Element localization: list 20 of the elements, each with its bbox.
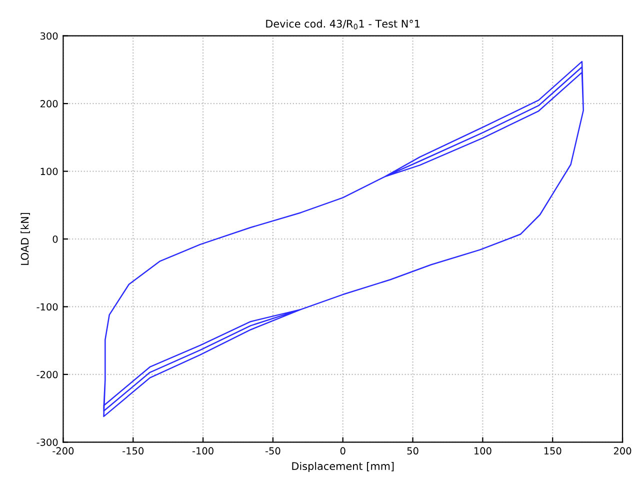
y-tick-label: 200 bbox=[40, 100, 58, 108]
x-tick-label: -100 bbox=[192, 447, 214, 455]
y-tick-label: -200 bbox=[36, 370, 58, 378]
x-tick-label: 200 bbox=[614, 447, 632, 455]
y-tick-label: -100 bbox=[36, 303, 58, 311]
x-tick-label: -200 bbox=[52, 447, 74, 455]
y-tick-label: 0 bbox=[52, 235, 58, 243]
x-tick-label: 0 bbox=[340, 447, 346, 455]
y-axis-title: LOAD [kN] bbox=[20, 212, 30, 265]
x-tick-label: -150 bbox=[122, 447, 144, 455]
x-tick-label: 50 bbox=[407, 447, 418, 455]
y-tick-label: 300 bbox=[40, 32, 58, 40]
x-tick-label: 150 bbox=[544, 447, 562, 455]
y-tick-label: -300 bbox=[36, 438, 58, 446]
x-axis-title: Displacement [mm] bbox=[292, 462, 394, 472]
chart-title: Device cod. 43/R$_{0}$1 - Test N°1 bbox=[266, 20, 420, 30]
x-tick-label: 100 bbox=[474, 447, 492, 455]
line-series bbox=[103, 60, 584, 418]
y-tick-label: 100 bbox=[40, 168, 58, 176]
x-tick-label: -50 bbox=[265, 447, 280, 455]
